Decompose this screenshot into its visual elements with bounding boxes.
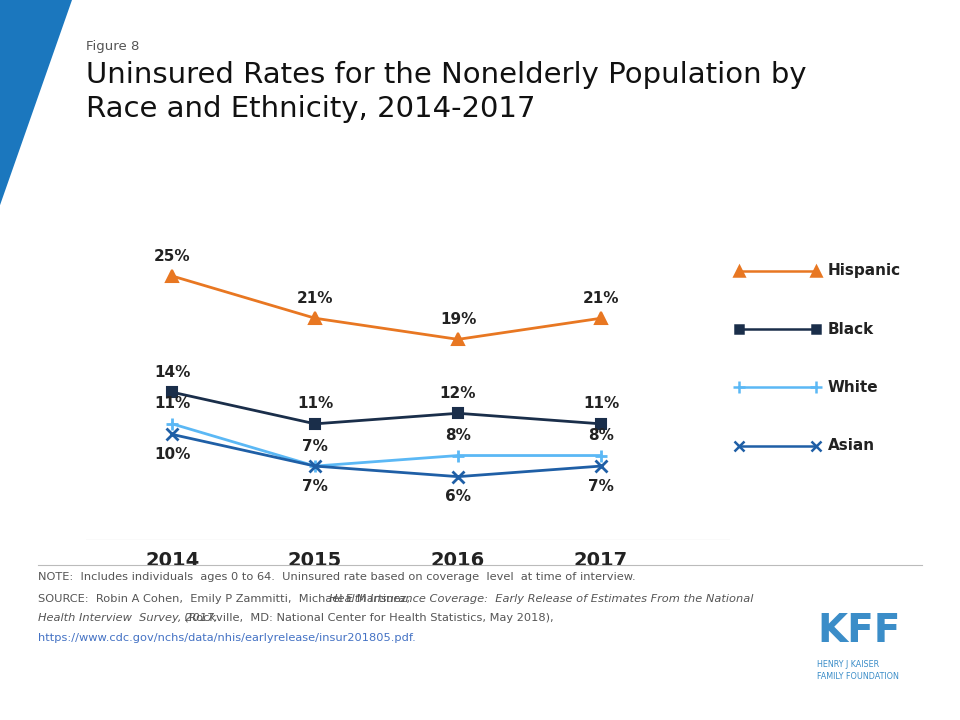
Text: 14%: 14% bbox=[154, 364, 190, 379]
Text: 19%: 19% bbox=[440, 312, 476, 327]
Text: SOURCE:  Robin A Cohen,  Emily P Zammitti,  Michael E Martinez,: SOURCE: Robin A Cohen, Emily P Zammitti,… bbox=[38, 594, 418, 604]
Hispanic bbox=[309, 314, 321, 323]
Text: Health Insurance Coverage:  Early Release of Estimates From the National: Health Insurance Coverage: Early Release… bbox=[328, 594, 753, 604]
Text: KFF: KFF bbox=[817, 612, 900, 650]
Polygon shape bbox=[0, 0, 72, 205]
Text: NOTE:  Includes individuals  ages 0 to 64.  Uninsured rate based on coverage  le: NOTE: Includes individuals ages 0 to 64.… bbox=[38, 572, 636, 582]
White bbox=[595, 451, 607, 460]
Text: 8%: 8% bbox=[445, 428, 471, 443]
Line: White: White bbox=[166, 418, 608, 472]
Black bbox=[595, 420, 607, 428]
Asian bbox=[309, 462, 321, 470]
Asian bbox=[595, 462, 607, 470]
Text: 11%: 11% bbox=[154, 396, 190, 411]
Asian bbox=[452, 472, 464, 481]
Text: 25%: 25% bbox=[154, 248, 190, 264]
Text: Uninsured Rates for the Nonelderly Population by
Race and Ethnicity, 2014-2017: Uninsured Rates for the Nonelderly Popul… bbox=[86, 61, 807, 122]
Line: Asian: Asian bbox=[167, 429, 607, 482]
Text: 11%: 11% bbox=[297, 396, 333, 411]
Text: 6%: 6% bbox=[445, 489, 471, 504]
Black bbox=[309, 420, 321, 428]
Text: Hispanic: Hispanic bbox=[828, 264, 901, 278]
Black bbox=[166, 388, 178, 397]
Text: Black: Black bbox=[828, 322, 875, 336]
Text: 10%: 10% bbox=[154, 447, 190, 462]
Black bbox=[452, 409, 464, 418]
Text: 8%: 8% bbox=[588, 428, 613, 443]
Text: HENRY J KAISER
FAMILY FOUNDATION: HENRY J KAISER FAMILY FOUNDATION bbox=[817, 660, 899, 681]
Text: Figure 8: Figure 8 bbox=[86, 40, 140, 53]
White bbox=[166, 420, 178, 428]
White bbox=[452, 451, 464, 460]
Text: Asian: Asian bbox=[828, 438, 875, 453]
Text: 11%: 11% bbox=[583, 396, 619, 411]
Asian bbox=[166, 430, 178, 438]
Text: (Rockville,  MD: National Center for Health Statistics, May 2018),: (Rockville, MD: National Center for Heal… bbox=[177, 613, 553, 624]
Hispanic bbox=[166, 271, 178, 280]
Line: Black: Black bbox=[167, 387, 606, 428]
Text: 21%: 21% bbox=[297, 291, 333, 306]
Text: https://www.cdc.gov/nchs/data/nhis/earlyrelease/insur201805.pdf.: https://www.cdc.gov/nchs/data/nhis/early… bbox=[38, 633, 416, 643]
Text: 7%: 7% bbox=[588, 479, 613, 494]
Text: White: White bbox=[828, 380, 878, 395]
White bbox=[309, 462, 321, 470]
Hispanic bbox=[452, 335, 464, 343]
Text: 7%: 7% bbox=[302, 479, 328, 494]
Text: Health Interview  Survey, 2017,: Health Interview Survey, 2017, bbox=[38, 613, 218, 624]
Text: 21%: 21% bbox=[583, 291, 619, 306]
Line: Hispanic: Hispanic bbox=[167, 271, 607, 345]
Text: 7%: 7% bbox=[302, 438, 328, 454]
Hispanic bbox=[595, 314, 607, 323]
Text: 12%: 12% bbox=[440, 386, 476, 401]
